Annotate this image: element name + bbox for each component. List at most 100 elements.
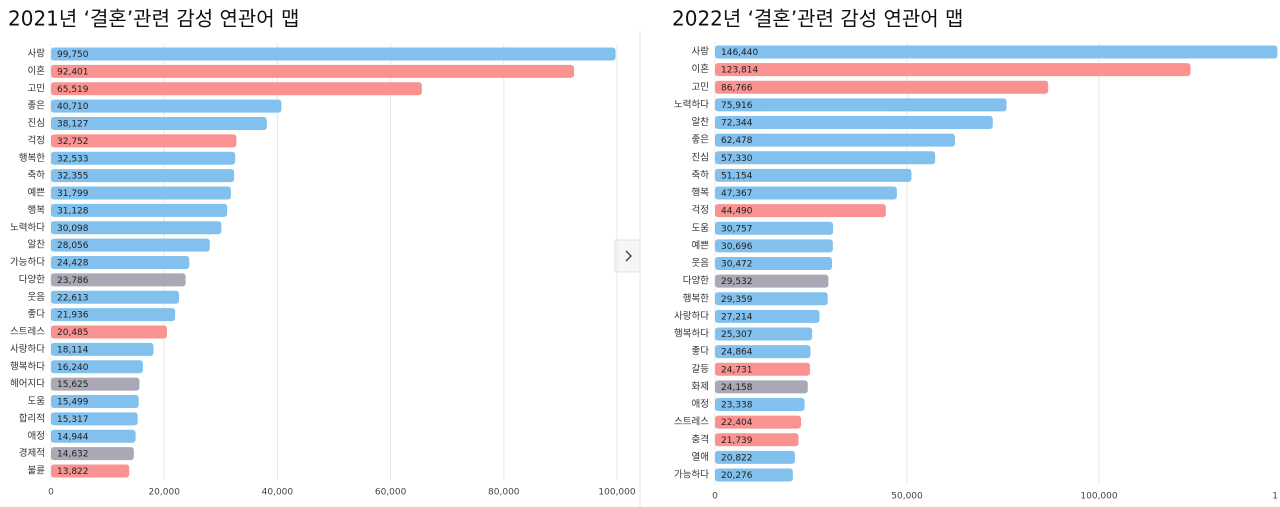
category-label: 사랑	[28, 48, 46, 60]
x-tick-label: 40,000	[262, 488, 294, 498]
bar	[51, 342, 154, 356]
category-label: 예쁜	[692, 240, 710, 251]
value-label: 62,478	[721, 136, 753, 146]
x-tick-label: 1	[1272, 492, 1278, 502]
bar	[715, 80, 1049, 94]
bar	[715, 292, 828, 306]
bar	[715, 345, 811, 359]
category-label: 충격	[692, 433, 709, 445]
value-label: 15,625	[57, 380, 89, 390]
value-label: 21,936	[57, 311, 89, 321]
value-label: 29,532	[721, 277, 753, 287]
category-label: 가능하다	[674, 469, 709, 481]
value-label: 51,154	[721, 171, 753, 181]
value-label: 20,485	[57, 328, 89, 338]
value-label: 92,401	[57, 67, 89, 77]
bar	[715, 151, 936, 165]
bar	[51, 47, 616, 61]
next-button[interactable]	[614, 239, 641, 273]
value-label: 57,330	[721, 154, 753, 164]
category-label: 좋다	[28, 309, 46, 320]
value-label: 32,355	[57, 172, 89, 182]
category-label: 스트레스	[674, 417, 709, 428]
category-label: 사랑하다	[10, 343, 45, 355]
value-label: 16,240	[57, 363, 89, 373]
value-label: 44,490	[721, 207, 753, 217]
x-tick-label: 50,000	[891, 492, 923, 502]
value-label: 30,472	[721, 260, 753, 270]
bar	[715, 362, 810, 376]
value-label: 24,428	[57, 259, 89, 269]
category-label: 행복한	[19, 152, 45, 164]
bar	[51, 412, 138, 426]
value-label: 30,757	[721, 224, 753, 234]
category-label: 축하	[692, 169, 710, 181]
chevron-icon[interactable]	[625, 250, 632, 262]
x-tick-label: 100,000	[598, 488, 635, 498]
value-label: 146,440	[721, 48, 758, 58]
bar	[715, 450, 795, 464]
bar	[715, 45, 1278, 59]
category-label: 행복	[692, 187, 710, 199]
value-label: 24,158	[721, 383, 753, 393]
category-label: 걱정	[692, 204, 709, 216]
value-label: 15,499	[57, 398, 89, 408]
value-label: 23,338	[721, 401, 753, 411]
chart-title: 2022년 ‘결혼’관련 감성 연관어 맵	[672, 7, 963, 31]
value-label: 22,404	[721, 418, 753, 428]
category-label: 고민	[692, 82, 709, 93]
bar	[715, 398, 805, 411]
value-label: 20,822	[721, 453, 753, 463]
category-label: 걱정	[28, 134, 45, 146]
bar	[51, 134, 237, 148]
category-label: 불륜	[28, 466, 46, 477]
value-label: 30,098	[57, 224, 89, 234]
bar	[715, 98, 1007, 112]
bar	[715, 257, 833, 270]
category-label: 애정	[692, 399, 709, 410]
bar	[715, 433, 799, 447]
value-label: 22,613	[57, 293, 89, 303]
bar	[715, 274, 829, 288]
bar	[51, 151, 236, 165]
bar	[51, 273, 186, 287]
x-tick-label: 100,000	[1080, 492, 1117, 502]
x-tick-label: 80,000	[488, 488, 520, 498]
bar	[51, 464, 130, 478]
bar	[51, 395, 139, 408]
button-bg[interactable]	[614, 239, 641, 273]
value-label: 32,533	[57, 154, 89, 164]
category-label: 열애	[692, 452, 709, 463]
value-label: 18,114	[57, 345, 89, 355]
bar	[715, 168, 912, 182]
category-label: 진심	[28, 118, 45, 129]
category-label: 다양한	[19, 274, 45, 285]
bar	[715, 133, 955, 147]
chart-title: 2021년 ‘결혼’관련 감성 연관어 맵	[8, 7, 299, 31]
bar	[715, 380, 808, 394]
bar	[51, 203, 228, 217]
bar	[51, 290, 179, 304]
category-label: 진심	[692, 152, 709, 163]
category-label: 화제	[692, 381, 709, 392]
value-label: 40,710	[57, 102, 89, 112]
category-label: 도움	[692, 223, 710, 234]
category-label: 행복하다	[674, 328, 709, 340]
value-label: 14,632	[57, 450, 89, 460]
value-label: 31,128	[57, 206, 89, 216]
x-tick-label: 0	[48, 488, 54, 498]
category-label: 알찬	[28, 240, 46, 251]
value-label: 75,916	[721, 101, 753, 111]
bar	[715, 415, 802, 429]
category-label: 합리적	[19, 412, 45, 424]
bar	[715, 309, 820, 323]
bar	[715, 116, 993, 129]
value-label: 38,127	[57, 120, 89, 130]
bar	[51, 360, 143, 374]
bar	[51, 64, 574, 78]
x-tick-label: 60,000	[375, 488, 407, 498]
bar	[715, 327, 813, 341]
bar	[51, 308, 176, 322]
value-label: 123,814	[721, 66, 758, 76]
